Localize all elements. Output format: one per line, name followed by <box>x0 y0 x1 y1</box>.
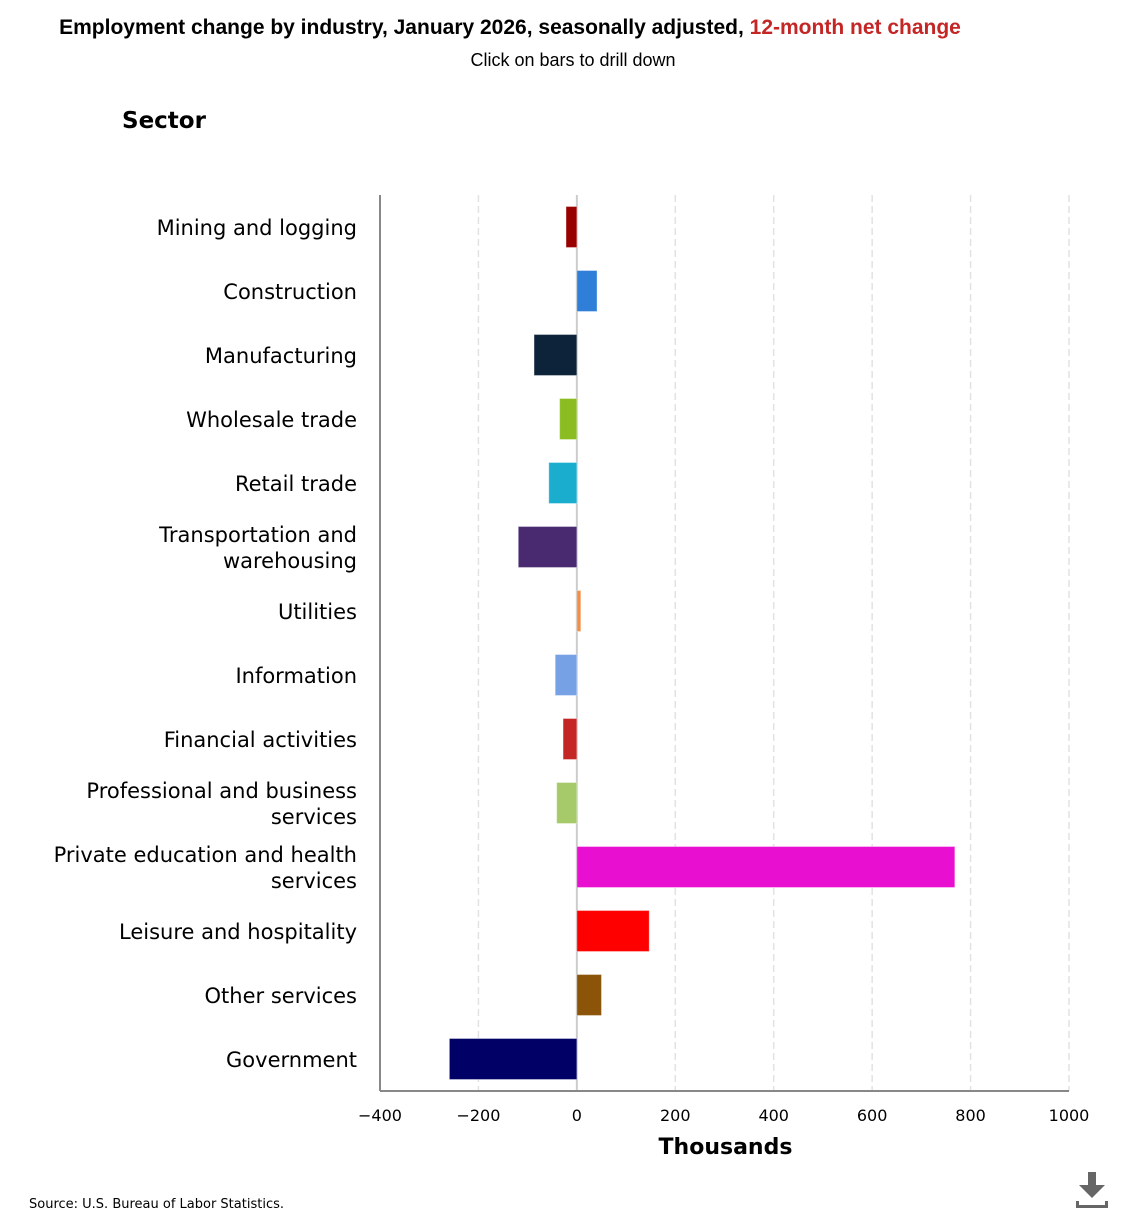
chart-subtitle: Click on bars to drill down <box>470 50 676 70</box>
bars <box>448 206 956 1080</box>
category-label: Government <box>226 1048 357 1072</box>
bar[interactable] <box>517 526 578 568</box>
category-label-line: Information <box>235 664 357 688</box>
x-tick-label: −200 <box>456 1106 500 1125</box>
category-label-line: Wholesale trade <box>186 408 357 432</box>
category-label: Financial activities <box>164 728 357 752</box>
bar[interactable] <box>576 974 602 1016</box>
gridlines <box>477 195 1070 1091</box>
bar[interactable] <box>448 1038 578 1080</box>
chart-title-main: Employment change by industry, January 2… <box>59 16 750 39</box>
category-label-line: services <box>271 869 357 893</box>
category-label-line: Transportation and <box>158 523 357 547</box>
chart-title-accent[interactable]: 12-month net change <box>749 16 961 39</box>
category-label: Utilities <box>278 600 357 624</box>
bar[interactable] <box>576 846 956 888</box>
x-tick-label: 200 <box>660 1106 691 1125</box>
bar[interactable] <box>554 654 578 696</box>
bar[interactable] <box>562 718 578 760</box>
category-label-line: Utilities <box>278 600 357 624</box>
category-label-line: Other services <box>205 984 357 1008</box>
x-tick-label: −400 <box>358 1106 402 1125</box>
category-label-line: services <box>271 805 357 829</box>
download-icon <box>1076 1172 1108 1208</box>
x-axis-title: Thousands <box>659 1135 793 1160</box>
bar[interactable] <box>576 910 650 952</box>
category-label: Retail trade <box>235 472 357 496</box>
category-label: Professional and business services <box>86 779 357 829</box>
source-note: Source: U.S. Bureau of Labor Statistics. <box>29 1197 284 1212</box>
category-label: Information <box>235 664 357 688</box>
x-tick-label: 600 <box>857 1106 888 1125</box>
x-tick-label: 1000 <box>1049 1106 1090 1125</box>
category-label-line: Manufacturing <box>205 344 357 368</box>
category-label: Transportation and warehousing <box>158 523 357 573</box>
y-axis-heading: Sector <box>122 108 206 134</box>
category-label: Other services <box>205 984 357 1008</box>
category-label: Construction <box>223 280 357 304</box>
category-label: Leisure and hospitality <box>119 920 357 944</box>
category-label-line: Government <box>226 1048 357 1072</box>
category-label: Wholesale trade <box>186 408 357 432</box>
x-tick-label: 0 <box>572 1106 582 1125</box>
bar[interactable] <box>556 782 578 824</box>
bar[interactable] <box>559 398 578 440</box>
category-label-line: warehousing <box>223 549 357 573</box>
x-tick-label: 800 <box>955 1106 986 1125</box>
category-label-line: Professional and business <box>86 779 357 803</box>
category-label: Mining and logging <box>157 216 357 240</box>
bar[interactable] <box>576 590 582 632</box>
category-label-line: Mining and logging <box>157 216 357 240</box>
category-label-line: Financial activities <box>164 728 357 752</box>
category-label-line: Leisure and hospitality <box>119 920 357 944</box>
category-label-line: Construction <box>223 280 357 304</box>
bar[interactable] <box>533 334 578 376</box>
category-label-line: Private education and health <box>54 843 357 867</box>
category-label-line: Retail trade <box>235 472 357 496</box>
chart-title: Employment change by industry, January 2… <box>0 16 1020 40</box>
bar[interactable] <box>548 462 578 504</box>
x-tick-labels: −400 −200 0 200 400 600 800 1000 <box>358 1106 1089 1125</box>
bar[interactable] <box>576 270 598 312</box>
x-tick-label: 400 <box>758 1106 789 1125</box>
bar[interactable] <box>565 206 578 248</box>
category-label: Private education and health services <box>54 843 357 893</box>
download-button[interactable] <box>1074 1171 1110 1209</box>
category-label: Manufacturing <box>205 344 357 368</box>
category-labels: Mining and logging Construction Manufactur… <box>54 216 357 1072</box>
